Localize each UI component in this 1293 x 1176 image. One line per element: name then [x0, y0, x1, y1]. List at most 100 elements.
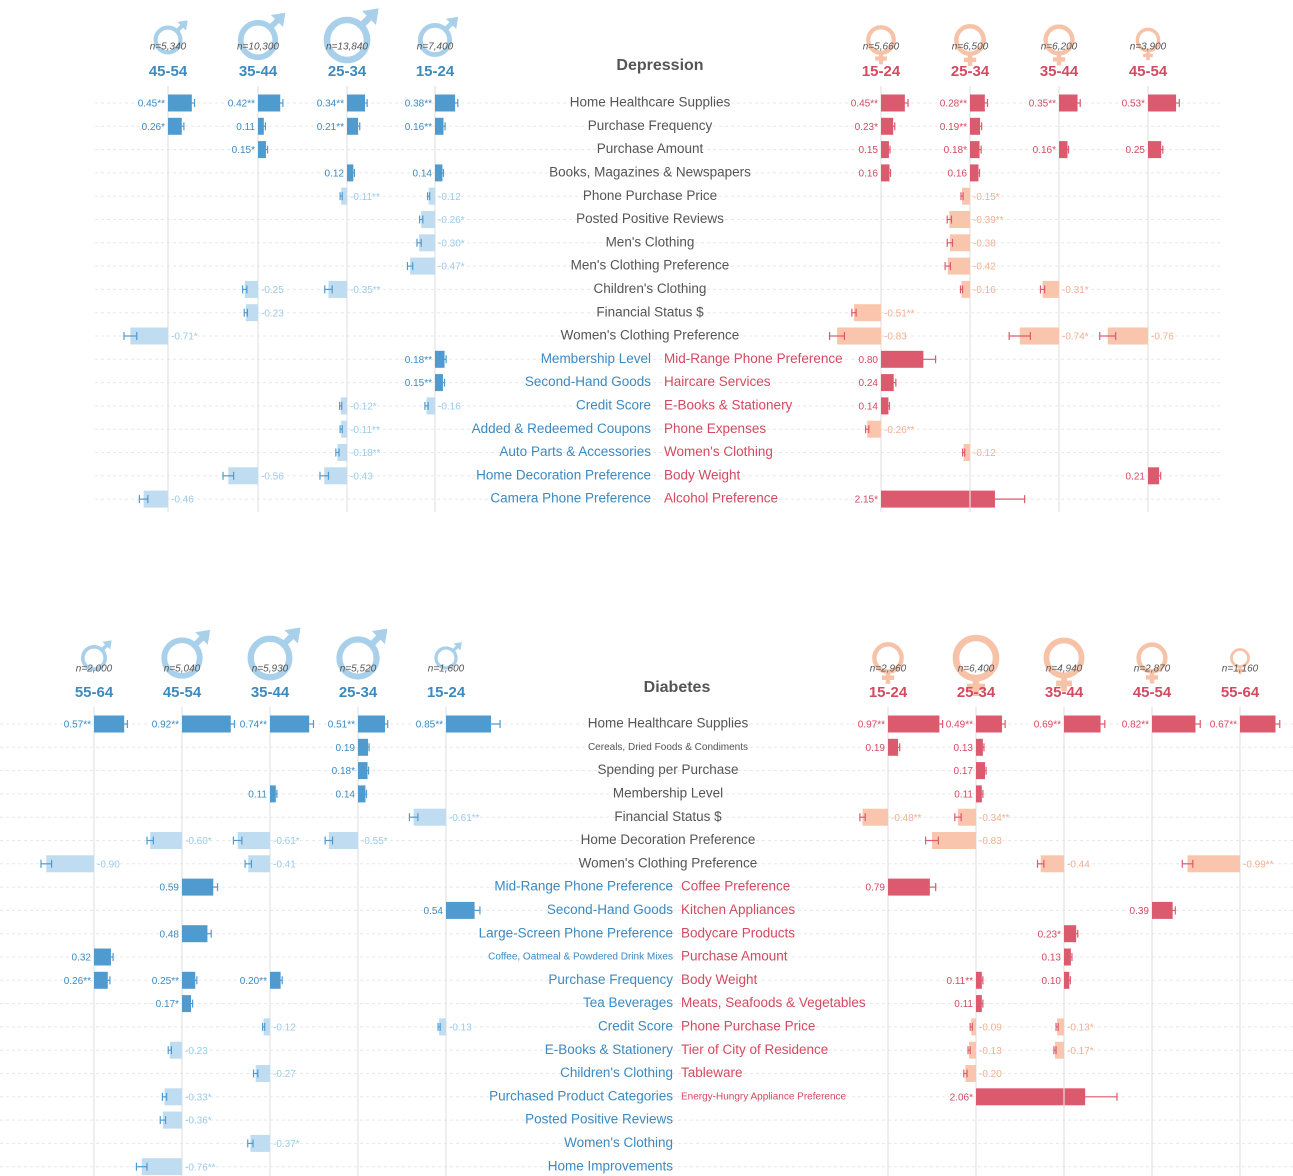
- bar: [270, 715, 310, 733]
- bar: [976, 715, 1002, 733]
- error-bar: [451, 99, 459, 107]
- age-group: 35-44: [239, 63, 278, 80]
- bar: [182, 878, 214, 896]
- error-bar: [362, 99, 368, 107]
- bar: [421, 211, 435, 228]
- sample-size: n=2,960: [870, 664, 907, 675]
- gender-symbol: [80, 640, 112, 672]
- value-label: 0.67**: [1210, 720, 1237, 731]
- bar: [141, 1158, 182, 1176]
- error-bar: [1008, 332, 1031, 340]
- value-label: -0.51**: [884, 308, 915, 319]
- bar: [439, 1018, 446, 1036]
- bar: [435, 164, 443, 182]
- female-row-label: E-Books & Stationery: [664, 397, 793, 412]
- value-label: 0.20**: [240, 976, 267, 987]
- gender-symbol: [1230, 648, 1250, 675]
- bar: [94, 948, 111, 966]
- error-bar: [1039, 285, 1046, 294]
- bar: [46, 855, 94, 873]
- row-label: Posted Positive Reviews: [576, 211, 724, 226]
- male-row-label: Purchased Product Categories: [489, 1088, 673, 1103]
- sample-size: n=2,870: [1134, 664, 1171, 675]
- female-row-label: Bodycare Products: [681, 925, 795, 940]
- error-bar: [886, 401, 891, 410]
- female-row-label: Tableware: [681, 1065, 743, 1080]
- panel-title: Diabetes: [644, 679, 711, 696]
- symbol-ring: [1230, 648, 1250, 668]
- symbol-arrowhead: [177, 20, 188, 31]
- value-label: 0.97**: [858, 720, 885, 731]
- bar: [270, 971, 281, 989]
- sample-size: n=1,160: [1222, 664, 1259, 675]
- age-group: 15-24: [416, 63, 455, 80]
- bar: [182, 715, 231, 733]
- bar: [970, 141, 980, 159]
- symbol-ring: [417, 22, 453, 58]
- value-label: -0.99**: [1243, 859, 1274, 870]
- error-bar: [441, 122, 446, 131]
- value-label: 0.34**: [317, 99, 344, 110]
- error-bar: [1270, 720, 1281, 728]
- error-bar: [324, 285, 333, 294]
- age-group: 35-44: [1045, 684, 1084, 701]
- male-row-label: Credit Score: [598, 1018, 673, 1033]
- error-bar: [925, 836, 939, 845]
- symbol-ring: [866, 25, 896, 55]
- error-bar: [890, 122, 896, 131]
- bar: [143, 490, 168, 508]
- bar: [862, 808, 888, 826]
- error-bar: [923, 883, 937, 892]
- bar: [881, 490, 995, 508]
- value-label: 0.14: [336, 790, 356, 801]
- bar: [961, 280, 970, 298]
- age-group: 15-24: [427, 684, 466, 701]
- bar: [1040, 855, 1064, 873]
- error-bar: [278, 976, 283, 985]
- bar: [888, 715, 940, 733]
- sample-size: n=5,930: [252, 664, 289, 675]
- bar: [168, 117, 182, 135]
- error-bar: [381, 720, 389, 728]
- error-bar: [1095, 720, 1106, 728]
- symbol-ring: [237, 19, 279, 61]
- bar: [413, 808, 446, 826]
- error-bar: [406, 262, 414, 271]
- bar: [428, 187, 435, 205]
- gender-symbol: [1043, 24, 1075, 66]
- gender-symbol: [954, 24, 986, 67]
- value-label: -0.15*: [973, 192, 1000, 203]
- value-label: 0.13: [1042, 953, 1062, 964]
- age-group: 35-44: [251, 684, 290, 701]
- error-bar: [135, 1162, 148, 1171]
- bar: [358, 715, 386, 733]
- value-label: 0.45**: [138, 99, 165, 110]
- value-label: 0.59: [160, 883, 180, 894]
- value-label: -0.13: [449, 1023, 472, 1034]
- value-label: 0.10: [1042, 976, 1062, 987]
- bar: [130, 327, 168, 345]
- value-label: -0.12: [273, 1023, 296, 1034]
- error-bar: [944, 262, 951, 271]
- error-bar: [338, 401, 343, 410]
- value-label: 0.42**: [228, 99, 255, 110]
- value-label: -0.71*: [171, 332, 198, 343]
- bar: [446, 715, 492, 733]
- row-label: Spending per Purchase: [597, 762, 738, 777]
- error-bar: [1190, 720, 1201, 728]
- error-bar: [424, 401, 429, 410]
- sample-size: n=6,500: [952, 42, 989, 53]
- male-row-label: Tea Beverages: [583, 995, 673, 1010]
- bar: [340, 397, 347, 415]
- gender-symbol: [153, 20, 188, 55]
- row-label: Phone Purchase Price: [583, 188, 717, 203]
- value-label: 0.74**: [240, 720, 267, 731]
- male-row-label: Children's Clothing: [560, 1065, 673, 1080]
- error-bar: [138, 495, 149, 504]
- value-label: -0.55*: [361, 836, 388, 847]
- value-label: -0.27: [273, 1069, 296, 1080]
- value-label: -0.09: [979, 1023, 1002, 1034]
- error-bar: [977, 122, 983, 131]
- error-bar: [304, 720, 315, 728]
- bar: [970, 94, 985, 112]
